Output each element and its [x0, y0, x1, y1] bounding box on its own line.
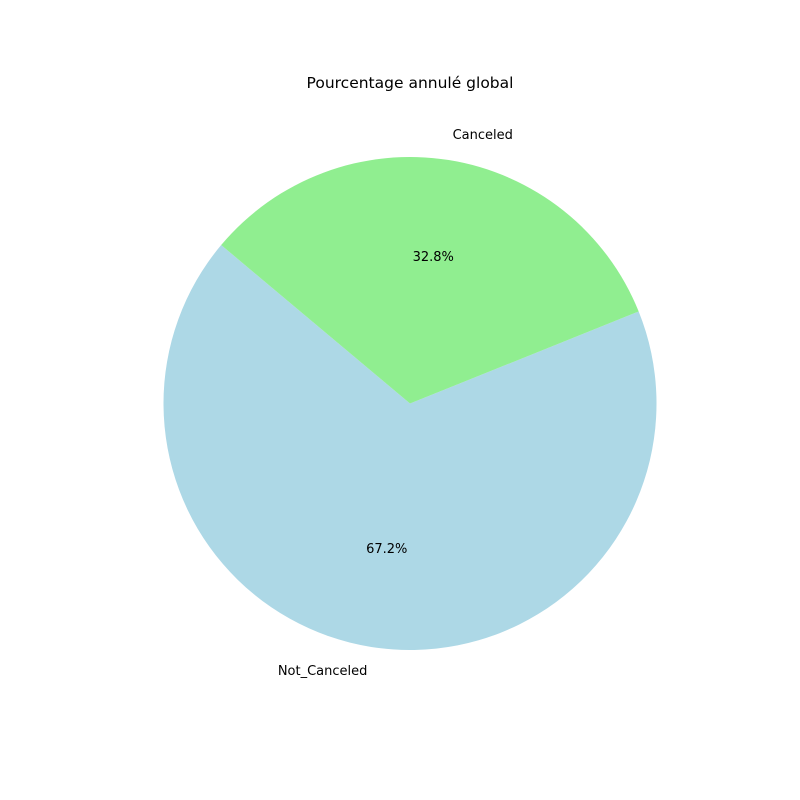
pie-slices: [163, 157, 657, 651]
pie-labels: Not_Canceled 67.2% Canceled 32.8%: [278, 128, 513, 679]
slice-label-not-canceled: Not_Canceled: [278, 664, 368, 679]
slice-label-canceled: Canceled: [453, 128, 513, 143]
pie-slice-canceled: [221, 157, 639, 404]
chart-title: Pourcentage annulé global: [307, 74, 514, 92]
percent-label-not-canceled: 67.2%: [366, 542, 407, 557]
pie-slice-not-canceled: [163, 245, 657, 651]
percent-label-canceled: 32.8%: [413, 250, 454, 265]
